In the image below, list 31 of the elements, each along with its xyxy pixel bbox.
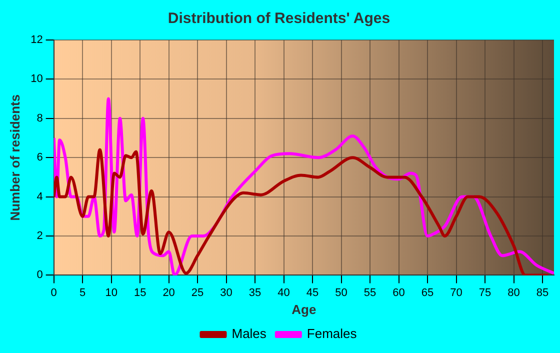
line-series: [54, 148, 550, 276]
x-tick-label: 20: [162, 286, 175, 299]
y-tick-label: 4: [36, 190, 43, 203]
y-axis-title: Number of residents: [7, 94, 22, 221]
x-tick-label: 25: [191, 286, 204, 299]
x-tick-label: 50: [335, 286, 348, 299]
x-tick-label: 0: [50, 286, 57, 299]
x-tick-label: 30: [220, 286, 232, 299]
x-tick-label: 15: [134, 286, 146, 299]
y-tick-label: 2: [36, 230, 43, 242]
y-tick-label: 6: [36, 152, 43, 164]
y-tick-label: 8: [36, 112, 43, 124]
x-tick-label: 65: [421, 286, 434, 299]
x-tick-label: 10: [105, 286, 118, 299]
y-tick-label: 12: [30, 34, 43, 46]
chart-title: Distribution of Residents' Ages: [168, 10, 390, 28]
legend-label: Males: [232, 326, 267, 342]
x-tick-label: 85: [536, 286, 549, 299]
y-tick-label: 10: [30, 73, 43, 86]
x-tick-label: 55: [364, 286, 376, 299]
x-tick-label: 5: [80, 286, 86, 299]
x-tick-label: 60: [392, 286, 405, 299]
x-tick-label: 80: [508, 286, 520, 299]
x-tick-label: 70: [450, 286, 462, 299]
x-tick-label: 35: [248, 286, 262, 299]
x-tick-label: 40: [278, 286, 290, 299]
x-tick-label: 75: [478, 286, 492, 299]
x-tick-label: 45: [306, 286, 319, 299]
x-axis-title: Age: [292, 302, 316, 317]
y-tick-label: 0: [36, 269, 43, 282]
legend-label: Females: [306, 326, 358, 342]
